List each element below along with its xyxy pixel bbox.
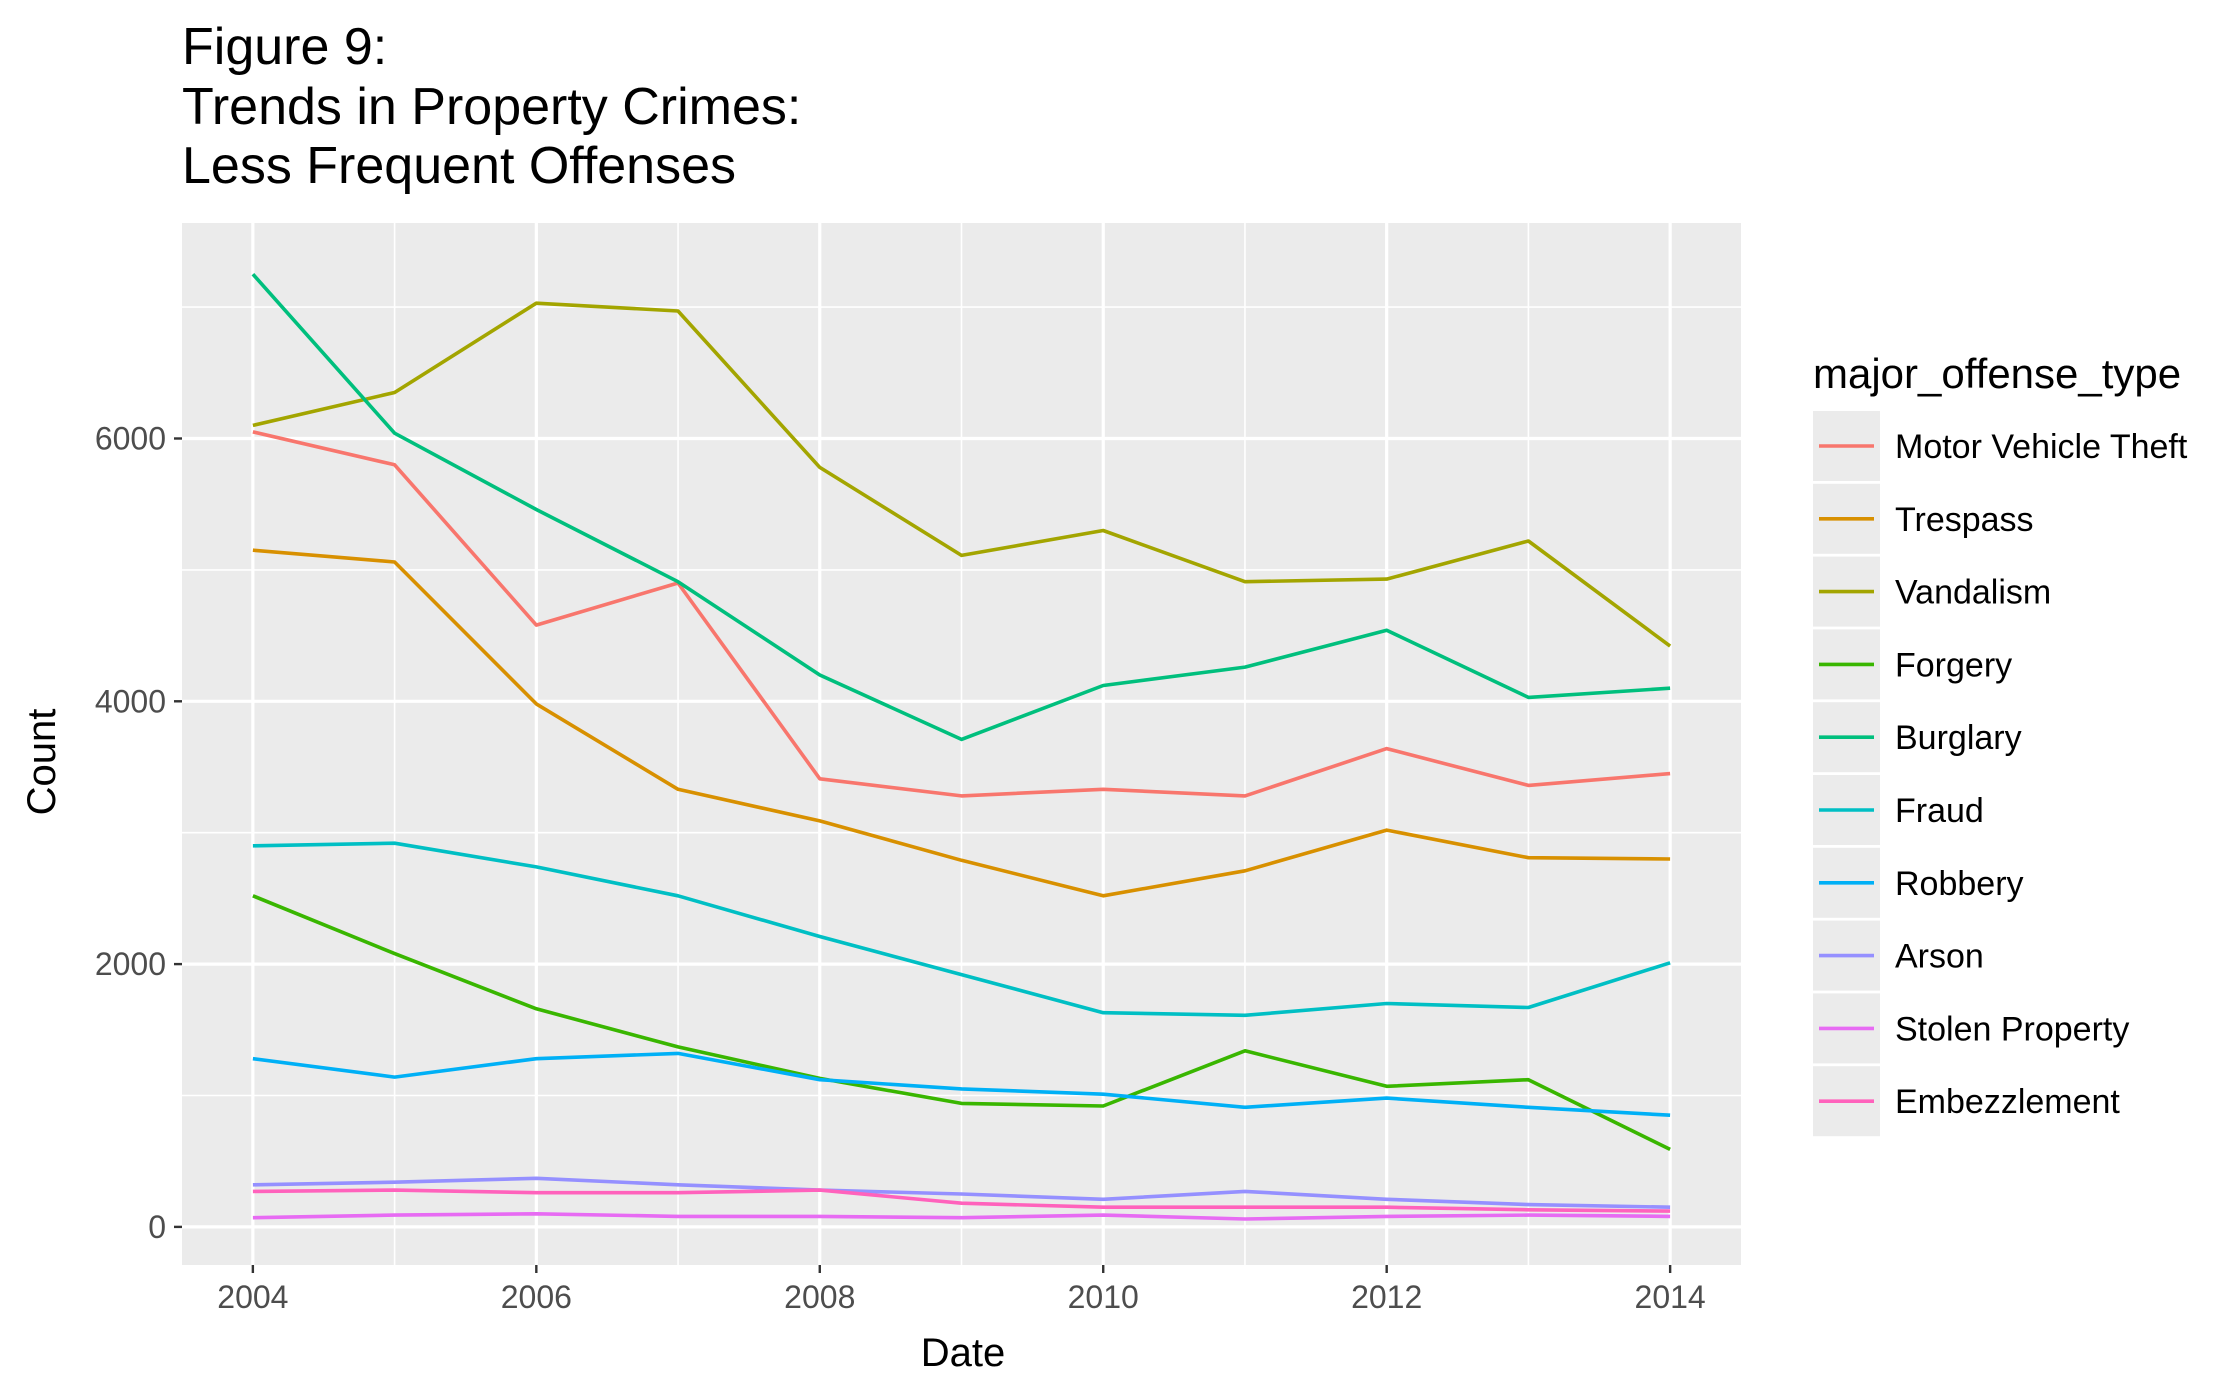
axis-ticks [174, 437, 1672, 1273]
legend-label: Trespass [1895, 501, 2034, 539]
series-line-motor-vehicle-theft [252, 430, 1671, 798]
legend: major_offense_type Motor Vehicle Theft Tr… [1813, 350, 2188, 1137]
legend-label: Motor Vehicle Theft [1895, 428, 2188, 466]
y-tick-label: 2000 [95, 946, 166, 982]
series-line-burglary [251, 273, 1671, 742]
legend-item-stolen-property: Stolen Property [1813, 993, 2129, 1064]
series-lines [251, 273, 1672, 1221]
series-line-vandalism [252, 301, 1672, 648]
legend-label: Stolen Property [1895, 1010, 2129, 1048]
legend-item-embezzlement: Embezzlement [1813, 1066, 2120, 1137]
x-tick-label: 2006 [501, 1279, 572, 1315]
x-tick-label: 2014 [1635, 1279, 1706, 1315]
legend-item-vandalism: Vandalism [1813, 556, 2051, 627]
legend-label: Burglary [1895, 719, 2022, 757]
chart-title: Figure 9: Trends in Property Crimes: Les… [182, 18, 801, 195]
legend-item-arson: Arson [1813, 920, 1984, 991]
y-tick-label: 4000 [95, 683, 166, 719]
chart-title-line-3: Less Frequent Offenses [182, 137, 736, 195]
series-line-stolen-property [252, 1212, 1671, 1221]
series-line-fraud [252, 841, 1671, 1018]
x-tick-label: 2008 [784, 1279, 855, 1315]
legend-label: Fraud [1895, 792, 1984, 830]
series-line-embezzlement [252, 1188, 1671, 1213]
legend-title: major_offense_type [1813, 350, 2181, 397]
legend-items: Motor Vehicle Theft Trespass Vandalism Forg… [1813, 411, 2188, 1137]
chart-title-line-2: Trends in Property Crimes: [182, 78, 801, 136]
series-line-arson [252, 1176, 1671, 1209]
series-line-robbery [252, 1051, 1671, 1117]
major-gridlines [182, 223, 1741, 1265]
minor-gridlines [182, 223, 1741, 1265]
legend-item-trespass: Trespass [1813, 483, 2034, 554]
legend-item-forgery: Forgery [1813, 629, 2012, 700]
legend-label: Vandalism [1895, 574, 2051, 612]
legend-label: Robbery [1895, 865, 2024, 903]
x-tick-label: 2004 [217, 1279, 288, 1315]
series-line-trespass [252, 548, 1671, 898]
series-line-forgery [252, 894, 1671, 1152]
y-tick-label: 6000 [95, 420, 166, 456]
legend-item-motor-vehicle-theft: Motor Vehicle Theft [1813, 411, 2188, 481]
legend-label: Arson [1895, 938, 1984, 976]
legend-item-fraud: Fraud [1813, 775, 1984, 845]
y-tick-label: 0 [148, 1209, 166, 1245]
legend-item-robbery: Robbery [1813, 847, 2024, 918]
chart-title-line-1: Figure 9: [182, 18, 387, 76]
y-axis-title: Count [20, 709, 64, 816]
legend-item-burglary: Burglary [1813, 702, 2022, 773]
legend-label: Embezzlement [1895, 1083, 2120, 1121]
x-tick-label: 2012 [1351, 1279, 1422, 1315]
tick-labels: 2004 2006 2008 2010 2012 2014 0 2000 4000 6000 [95, 420, 1706, 1315]
legend-label: Forgery [1895, 646, 2012, 684]
x-axis-title: Date [921, 1331, 1006, 1375]
x-tick-label: 2010 [1068, 1279, 1139, 1315]
